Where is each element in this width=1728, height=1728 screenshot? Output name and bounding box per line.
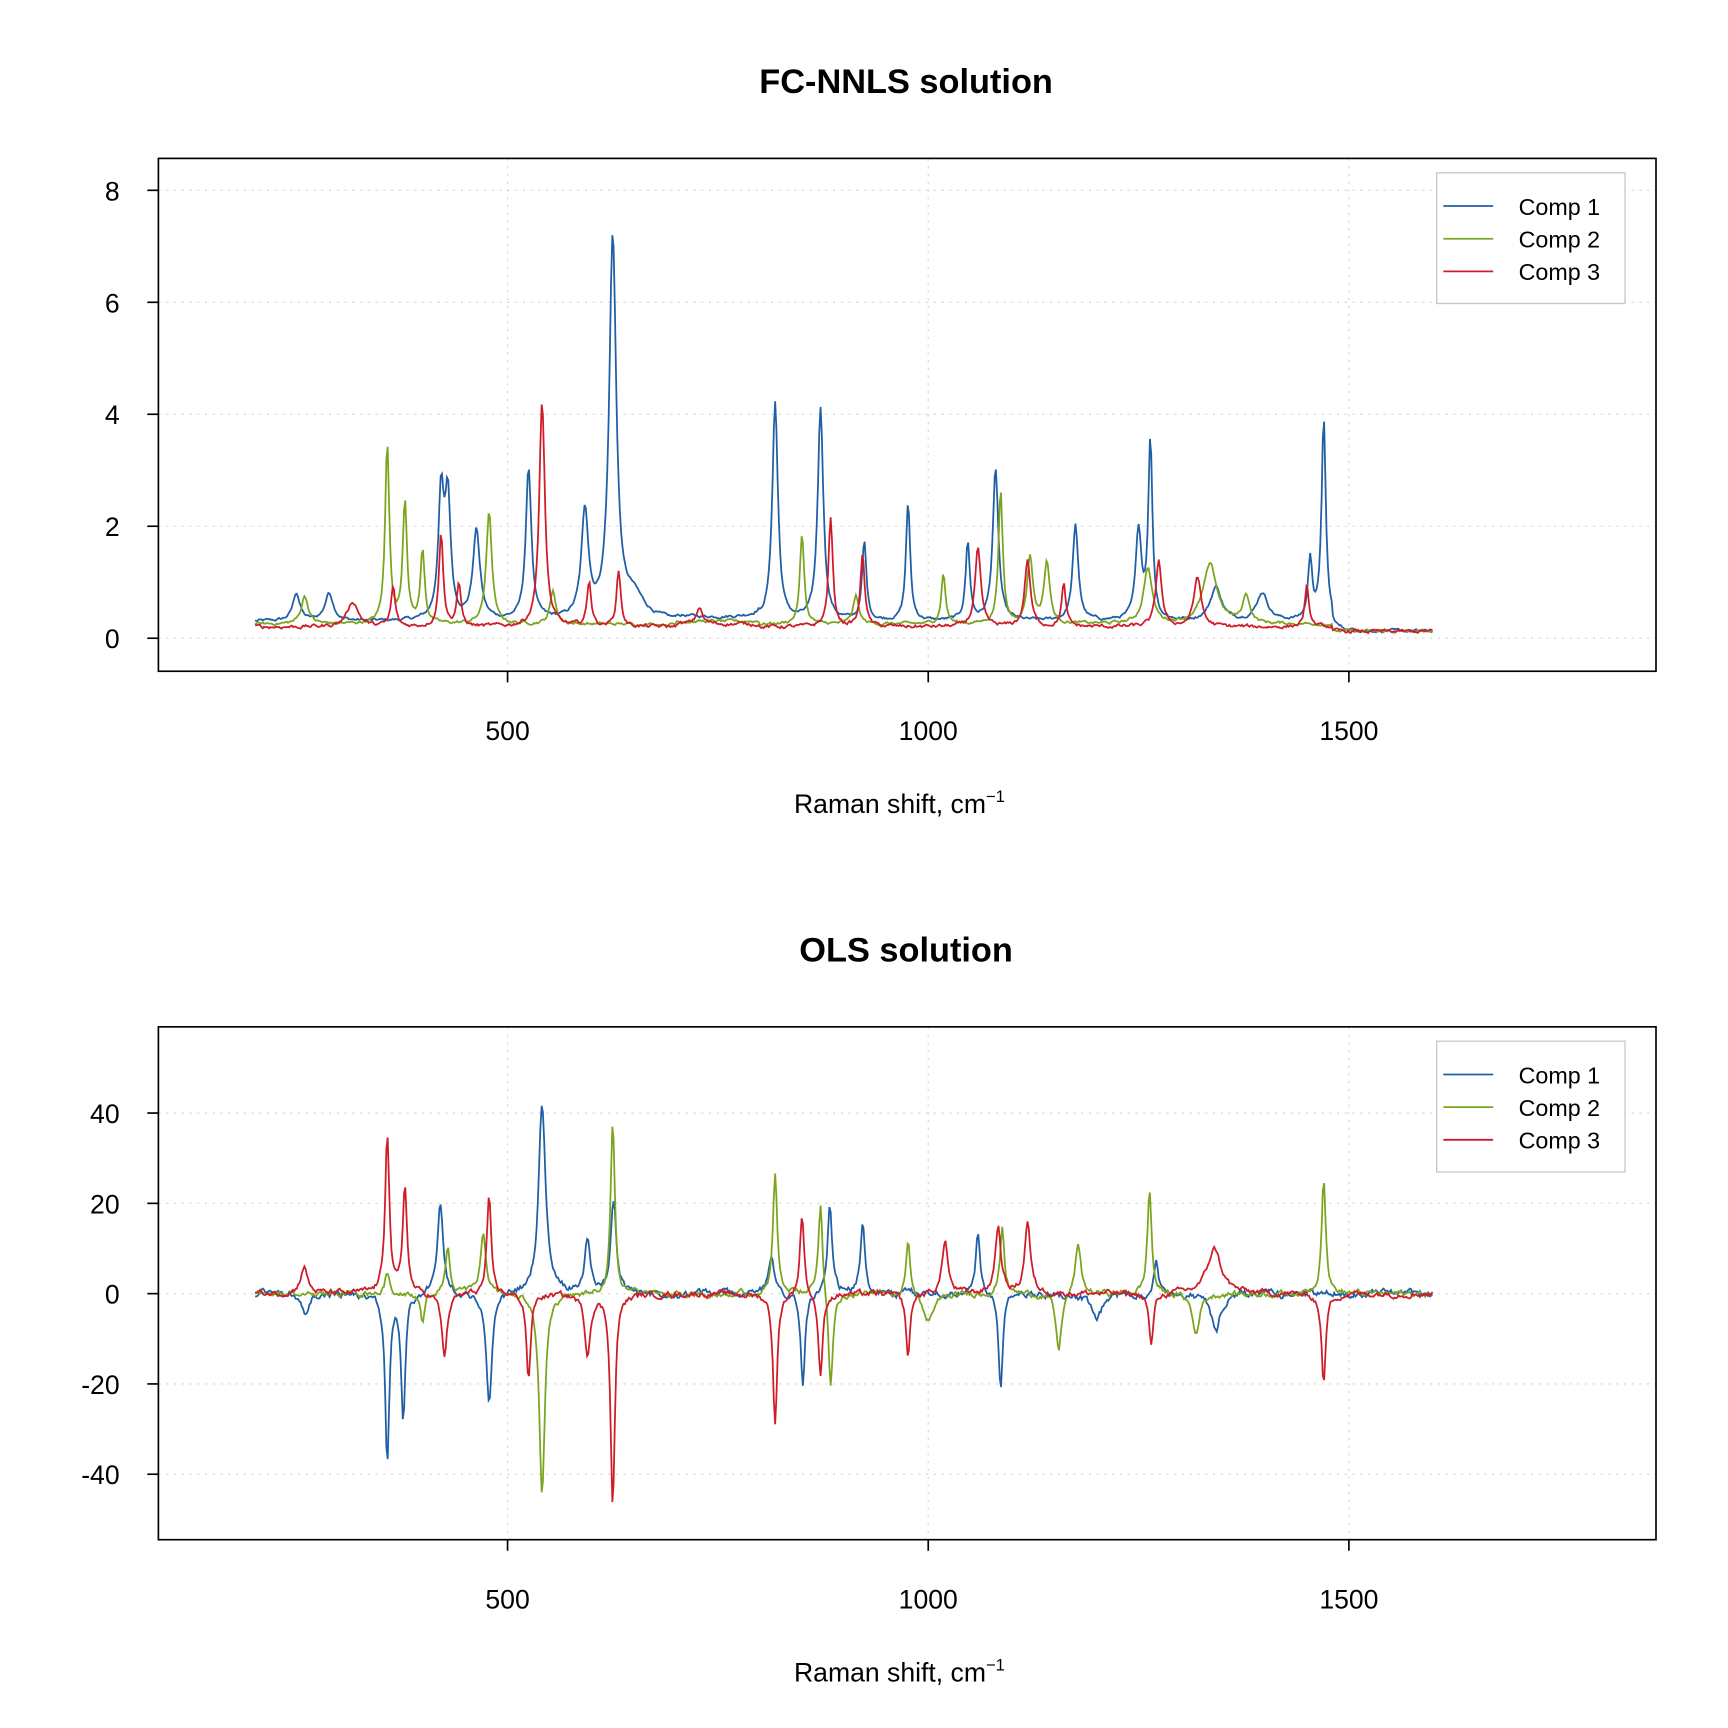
y-tick-label: -40 <box>81 1460 119 1490</box>
legend-label: Comp 1 <box>1519 194 1600 220</box>
y-tick-label: 40 <box>90 1099 120 1129</box>
series-line-comp-1 <box>254 235 1434 634</box>
x-axis-label: Raman shift, cm−1 <box>794 787 1005 819</box>
chart-title: FC-NNLS solution <box>759 63 1053 101</box>
y-tick-label: 0 <box>105 1280 120 1310</box>
legend: Comp 1 Comp 2 Comp 3 <box>1436 1040 1626 1173</box>
y-tick-label: 6 <box>105 288 120 318</box>
series-line-comp-2 <box>254 1126 1433 1493</box>
plot-frame <box>157 157 1657 673</box>
x-tick-label: 500 <box>485 716 529 746</box>
x-axis-label: Raman shift, cm−1 <box>794 1655 1005 1687</box>
y-tick-label: 0 <box>105 624 120 654</box>
y-tick-label: 8 <box>105 176 120 206</box>
panel-fc-nnls: FC-NNLS solution Raman shift, cm−1 500 10… <box>105 63 1657 819</box>
legend-label: Comp 3 <box>1519 259 1600 285</box>
x-tick-label: 1000 <box>899 1584 958 1614</box>
legend-label: Comp 2 <box>1519 227 1600 253</box>
series-line-comp-3 <box>254 404 1433 635</box>
series-line-comp-3 <box>254 1137 1434 1503</box>
legend-label: Comp 3 <box>1519 1128 1600 1154</box>
y-tick-label: -20 <box>81 1370 119 1400</box>
chart-title: OLS solution <box>799 931 1013 969</box>
series-line-comp-1 <box>255 1105 1434 1460</box>
x-tick-label: 1500 <box>1319 716 1378 746</box>
y-tick-label: 20 <box>90 1189 120 1219</box>
legend: Comp 1 Comp 2 Comp 3 <box>1436 172 1626 305</box>
legend-box <box>1436 1040 1626 1173</box>
legend-label: Comp 2 <box>1519 1095 1600 1121</box>
x-tick-label: 500 <box>485 1584 529 1614</box>
x-tick-label: 1000 <box>899 716 958 746</box>
panel-ols: OLS solution Raman shift, cm−1 500 1000 15… <box>81 931 1657 1687</box>
y-tick-label: 2 <box>105 512 120 542</box>
x-tick-label: 1500 <box>1319 1584 1378 1614</box>
series-line-comp-2 <box>254 446 1433 634</box>
plot-frame <box>157 1026 1657 1541</box>
legend-label: Comp 1 <box>1519 1062 1600 1088</box>
y-tick-label: 4 <box>105 400 120 430</box>
